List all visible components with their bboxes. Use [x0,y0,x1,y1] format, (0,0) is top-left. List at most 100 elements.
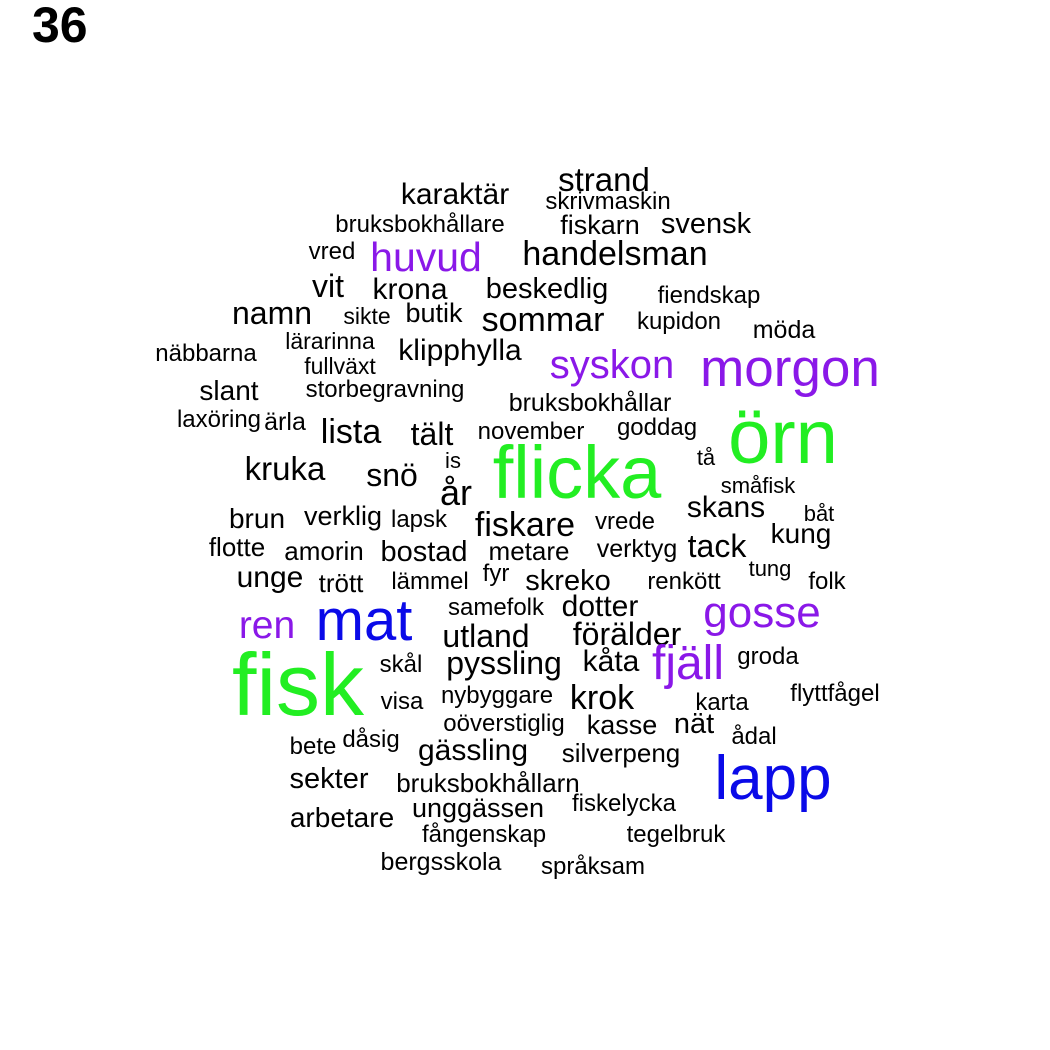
word: tält [410,416,454,452]
word: fiskarn [560,210,640,240]
word: samefolk [447,594,545,621]
word: amorin [284,536,364,566]
word: metare [488,536,570,566]
word: kruka [244,450,326,487]
word: trött [318,568,364,598]
word: snö [366,457,418,493]
word: örn [728,395,838,480]
word: skål [379,651,423,678]
word: beskedlig [485,273,609,305]
word: sekter [289,763,369,795]
word: silverpeng [561,738,681,768]
word: möda [752,316,816,344]
word: vit [312,268,344,304]
word: karta [695,689,749,716]
word: bete [289,733,337,760]
word: lapp [714,744,832,813]
word: lapsk [390,506,448,533]
word: sikte [343,303,391,329]
word: fyr [482,560,510,587]
word: morgon [700,339,880,398]
word: namn [231,295,313,331]
word: bruksbokhållare [335,211,505,238]
word: fisk [232,635,364,734]
word: lämmel [391,568,469,595]
word: nät [673,708,715,740]
word: bruksbokhållarn [396,768,580,798]
word: tung [748,556,792,581]
word: svensk [660,208,752,240]
word: vrede [594,508,656,535]
word: flyttfågel [790,680,880,707]
word: bostad [380,536,468,568]
word: verktyg [596,535,678,563]
word: båt [803,501,835,526]
word: syskon [549,343,675,387]
word: gässling [417,734,529,767]
figure-number-label: 36 [32,0,88,53]
word: karaktär [400,178,510,211]
word: folk [808,568,846,595]
word: goddag [616,414,698,441]
word: nybyggare [440,682,554,709]
word: tack [687,528,747,564]
word: ådal [731,723,777,750]
word: småfisk [720,473,796,498]
word: huvud [370,234,482,280]
word: sommar [481,301,605,339]
word: verklig [303,501,383,531]
word: fiskelycka [571,790,677,817]
word: vred [308,238,356,265]
word: oöverstiglig [443,710,565,737]
word: renkött [647,568,721,595]
word: visa [380,688,424,715]
word: flicka [492,431,662,514]
word: butik [405,298,463,328]
word: tegelbruk [626,821,726,848]
word: fiendskap [657,282,761,309]
word: brun [228,503,286,534]
word: laxöring [176,406,262,433]
word: kupidon [636,308,722,335]
word: lärarinna [285,328,375,354]
word: skreko [525,565,611,597]
word: kåta [582,645,640,678]
word: handelsman [522,235,708,273]
word: tå [696,445,716,470]
word: kasse [586,710,658,740]
word: gosse [703,588,821,637]
word: utland [442,618,530,654]
word: krok [569,679,635,717]
word: dåsig [342,726,400,753]
word: ren [238,604,296,647]
word: fiskare [474,506,576,544]
word: flotte [208,532,266,562]
word: unge [236,561,304,594]
word: ärla [264,408,306,436]
word: is [445,448,461,473]
word: förälder [572,616,682,652]
word: fjäll [651,637,725,690]
word: år [439,472,473,513]
word: bergsskola [380,848,502,876]
word: krona [372,273,448,306]
word: näbbarna [155,340,257,367]
word: bruksbokhållar [508,389,672,417]
word: skrivmaskin [545,188,671,215]
word: groda [737,643,799,670]
word: fullväxt [304,353,376,379]
word: mat [315,588,413,653]
word: dotter [561,590,639,623]
word: unggässen [411,793,545,823]
word: slant [199,375,259,406]
word: språksam [540,853,646,880]
word: lista [320,413,382,451]
word: klipphylla [398,334,522,367]
word: strand [558,161,650,198]
word: arbetare [289,802,395,833]
word: storbegravning [305,376,465,403]
word: kung [770,518,832,549]
word: fångenskap [421,821,547,848]
word: pyssling [446,645,562,681]
